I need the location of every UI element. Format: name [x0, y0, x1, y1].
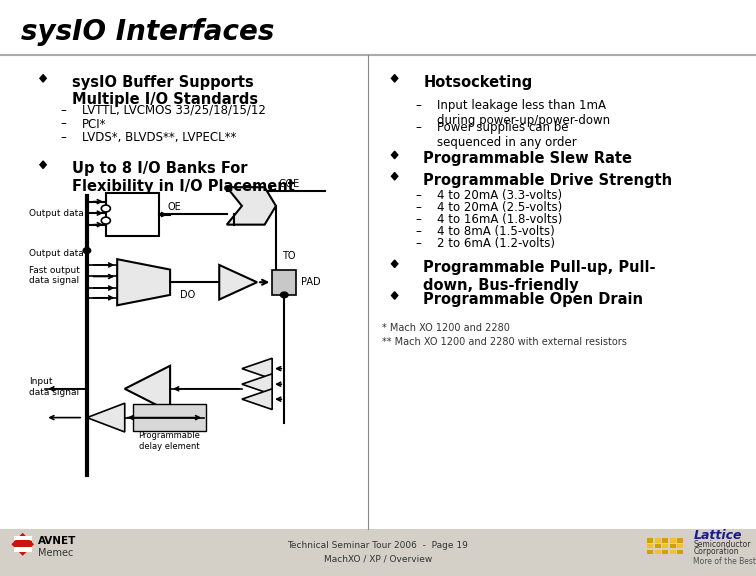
FancyBboxPatch shape	[655, 550, 661, 554]
Circle shape	[101, 217, 110, 224]
Polygon shape	[392, 151, 398, 158]
Text: –: –	[416, 225, 422, 238]
FancyBboxPatch shape	[14, 547, 32, 552]
FancyBboxPatch shape	[677, 538, 683, 543]
Text: Output data: Output data	[29, 249, 83, 258]
Text: GOE: GOE	[278, 179, 299, 189]
Text: DO: DO	[180, 290, 195, 300]
FancyBboxPatch shape	[670, 550, 676, 554]
Polygon shape	[392, 292, 398, 300]
Text: ** Mach XO 1200 and 2280 with external resistors: ** Mach XO 1200 and 2280 with external r…	[382, 337, 627, 347]
Polygon shape	[11, 533, 34, 556]
Text: PAD: PAD	[301, 277, 321, 287]
Text: Technical Seminar Tour 2006  -  Page 19: Technical Seminar Tour 2006 - Page 19	[287, 541, 469, 550]
Text: LVDS*, BLVDS**, LVPECL**: LVDS*, BLVDS**, LVPECL**	[82, 131, 236, 145]
Text: LVTTL, LVCMOS 33/25/18/15/12: LVTTL, LVCMOS 33/25/18/15/12	[82, 104, 265, 117]
Polygon shape	[40, 75, 46, 82]
Circle shape	[83, 248, 91, 253]
FancyBboxPatch shape	[662, 544, 668, 548]
FancyBboxPatch shape	[0, 529, 756, 576]
FancyBboxPatch shape	[662, 550, 668, 554]
Text: –: –	[416, 237, 422, 251]
FancyBboxPatch shape	[647, 550, 653, 554]
Text: More of the Best: More of the Best	[693, 557, 756, 566]
Text: 2 to 6mA (1.2-volts): 2 to 6mA (1.2-volts)	[437, 237, 555, 251]
Text: Corporation: Corporation	[693, 547, 739, 556]
Text: Programmable Slew Rate: Programmable Slew Rate	[423, 151, 632, 166]
Polygon shape	[87, 403, 125, 432]
Text: Memec: Memec	[38, 548, 73, 558]
Text: Input
data signal: Input data signal	[29, 377, 79, 397]
Polygon shape	[392, 75, 398, 82]
Text: MachXO / XP / Overview: MachXO / XP / Overview	[324, 554, 432, 563]
Text: Programmable Drive Strength: Programmable Drive Strength	[423, 173, 673, 188]
FancyBboxPatch shape	[14, 541, 32, 546]
Text: * Mach XO 1200 and 2280: * Mach XO 1200 and 2280	[382, 323, 510, 332]
Polygon shape	[219, 265, 257, 300]
Text: PCI*: PCI*	[82, 118, 106, 131]
Text: 4 to 8mA (1.5-volts): 4 to 8mA (1.5-volts)	[437, 225, 555, 238]
Text: sysIO Interfaces: sysIO Interfaces	[21, 18, 274, 46]
FancyBboxPatch shape	[670, 538, 676, 543]
Text: Programmable Pull-up, Pull-
down, Bus-friendly: Programmable Pull-up, Pull- down, Bus-fr…	[423, 260, 656, 293]
Text: –: –	[60, 118, 67, 131]
Text: Semiconductor: Semiconductor	[693, 540, 751, 550]
Text: –: –	[60, 104, 67, 117]
Polygon shape	[242, 389, 272, 410]
FancyBboxPatch shape	[272, 270, 296, 295]
Text: Input leakage less than 1mA
during power-up/power-down: Input leakage less than 1mA during power…	[437, 99, 610, 127]
Polygon shape	[392, 173, 398, 180]
FancyBboxPatch shape	[677, 544, 683, 548]
Circle shape	[280, 292, 288, 298]
Text: –: –	[416, 201, 422, 214]
Text: Programmable Open Drain: Programmable Open Drain	[423, 292, 643, 307]
Polygon shape	[125, 366, 170, 412]
Text: TO: TO	[282, 251, 296, 262]
FancyBboxPatch shape	[662, 538, 668, 543]
Polygon shape	[242, 374, 272, 395]
Text: sysIO Buffer Supports
Multiple I/O Standards: sysIO Buffer Supports Multiple I/O Stand…	[72, 75, 258, 107]
Text: 4 to 20mA (2.5-volts): 4 to 20mA (2.5-volts)	[437, 201, 562, 214]
Polygon shape	[40, 161, 46, 169]
Polygon shape	[242, 358, 272, 379]
Text: –: –	[416, 213, 422, 226]
FancyBboxPatch shape	[133, 404, 206, 431]
Circle shape	[101, 205, 110, 212]
FancyBboxPatch shape	[655, 538, 661, 543]
FancyBboxPatch shape	[106, 193, 159, 236]
Polygon shape	[227, 187, 276, 225]
FancyBboxPatch shape	[677, 550, 683, 554]
Polygon shape	[392, 260, 398, 267]
Text: –: –	[416, 99, 422, 112]
FancyBboxPatch shape	[647, 544, 653, 548]
Text: Fast output
data signal: Fast output data signal	[29, 266, 79, 285]
Text: AVNET: AVNET	[38, 536, 76, 547]
Text: 4 to 20mA (3.3-volts): 4 to 20mA (3.3-volts)	[437, 189, 562, 202]
FancyBboxPatch shape	[14, 536, 32, 540]
Text: Programmable
delay element: Programmable delay element	[138, 431, 200, 451]
Text: –: –	[416, 189, 422, 202]
FancyBboxPatch shape	[647, 538, 653, 543]
Text: Output data: Output data	[29, 209, 83, 218]
Text: –: –	[60, 131, 67, 145]
Text: –: –	[416, 121, 422, 134]
Text: Hotsocketing: Hotsocketing	[423, 75, 533, 90]
Text: Up to 8 I/O Banks For
Flexibility in I/O Placement: Up to 8 I/O Banks For Flexibility in I/O…	[72, 161, 295, 194]
Text: Power supplies can be
sequenced in any order: Power supplies can be sequenced in any o…	[437, 121, 577, 149]
FancyBboxPatch shape	[0, 0, 756, 529]
Polygon shape	[117, 259, 170, 305]
FancyBboxPatch shape	[670, 544, 676, 548]
Text: Lattice: Lattice	[693, 529, 742, 541]
Text: 4 to 16mA (1.8-volts): 4 to 16mA (1.8-volts)	[437, 213, 562, 226]
Text: OE: OE	[168, 202, 181, 212]
FancyBboxPatch shape	[655, 544, 661, 548]
